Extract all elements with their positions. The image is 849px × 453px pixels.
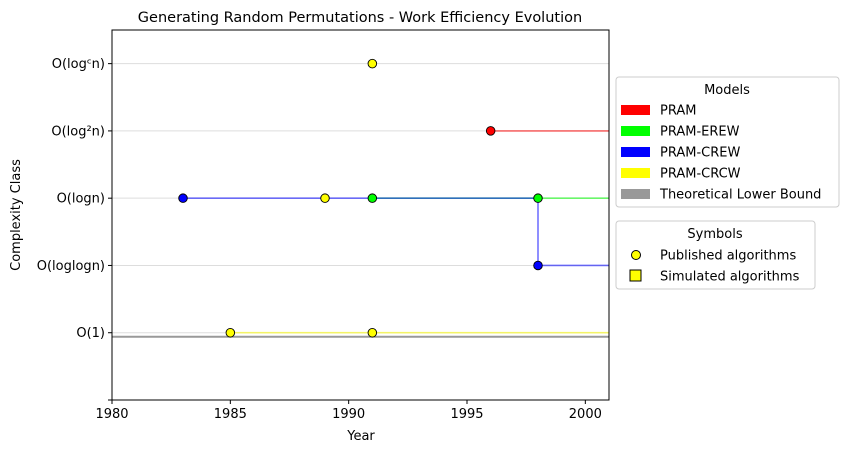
legend-simulated-label: Simulated algorithms: [660, 270, 800, 285]
y-tick-label: O(log²n): [51, 124, 105, 139]
series-line: [183, 197, 609, 267]
legend-swatch: [621, 168, 650, 178]
legend-label: PRAM-CREW: [660, 146, 740, 161]
data-point: [367, 58, 378, 69]
legend-simulated-marker: [629, 269, 642, 282]
data-point: [367, 327, 378, 338]
legend-models-entries: PRAM PRAM-EREW PRAM-CREW PRAM-CRCW Theoretic…: [621, 104, 821, 203]
legend-swatch: [621, 189, 650, 199]
y-tick-label: O(logn): [57, 192, 105, 207]
legend-swatch: [621, 105, 650, 115]
legend-swatch: [621, 126, 650, 136]
legend-label: PRAM-CRCW: [660, 167, 741, 182]
legend-models-title: Models: [704, 83, 750, 98]
data-point: [225, 327, 236, 338]
data-point: [533, 260, 543, 271]
legend-models: Models PRAM PRAM-EREW PRAM-CREW PRAM-CRCW Th…: [615, 76, 840, 208]
data-point: [485, 126, 496, 136]
y-axis-label: Complexity Class: [9, 159, 24, 271]
x-tick-label: 1985: [214, 407, 247, 422]
legend-models-frame: [615, 76, 840, 208]
plot-frame: [111, 29, 610, 401]
series-layer: [112, 130, 609, 338]
data-point: [367, 193, 378, 203]
legend-label: PRAM: [660, 104, 696, 119]
legend-published-marker: [631, 250, 641, 260]
y-axis: O(1) O(loglogn) O(logn) O(log²n) O(logᶜn): [37, 57, 112, 401]
legend-label: PRAM-EREW: [660, 125, 740, 140]
legend-swatch: [621, 147, 650, 157]
data-point: [178, 193, 188, 203]
x-axis-label: Year: [346, 429, 375, 444]
x-tick-label: 2000: [569, 407, 602, 422]
y-tick-label: O(1): [76, 326, 105, 341]
legend-label: Theoretical Lower Bound: [659, 188, 821, 203]
points-layer: [178, 58, 543, 338]
legend-published-label: Published algorithms: [660, 249, 796, 264]
legend-symbols-frame: [615, 220, 816, 290]
x-tick-label: 1995: [450, 407, 483, 422]
data-point: [533, 193, 543, 203]
x-tick-label: 1980: [95, 407, 128, 422]
x-axis: 1980 1985 1990 1995 2000: [95, 400, 602, 422]
legend-symbols: Symbols Published algorithms Simulated a…: [615, 220, 816, 290]
y-tick-label: O(loglogn): [37, 259, 105, 274]
x-tick-label: 1990: [332, 407, 365, 422]
legend-symbols-title: Symbols: [687, 227, 742, 242]
data-point: [320, 193, 330, 203]
y-tick-label: O(logᶜn): [52, 57, 105, 72]
chart-title: Generating Random Permutations - Work Ef…: [138, 10, 582, 26]
